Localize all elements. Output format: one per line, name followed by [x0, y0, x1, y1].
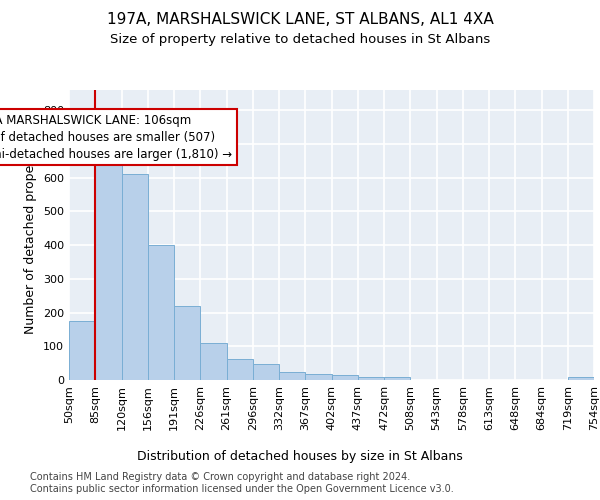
Bar [95, 158, 121, 380]
Bar [384, 378, 410, 380]
Bar [568, 378, 594, 380]
Text: 197A, MARSHALSWICK LANE, ST ALBANS, AL1 4XA: 197A, MARSHALSWICK LANE, ST ALBANS, AL1 … [107, 12, 493, 28]
Bar [174, 306, 200, 380]
Text: 197A MARSHALSWICK LANE: 106sqm
← 22% of detached houses are smaller (507)
78% of: 197A MARSHALSWICK LANE: 106sqm ← 22% of … [0, 114, 232, 160]
Bar [148, 245, 174, 380]
Bar [279, 372, 305, 380]
Bar [331, 375, 358, 380]
Y-axis label: Number of detached properties: Number of detached properties [25, 136, 37, 334]
Text: Contains HM Land Registry data © Crown copyright and database right 2024.
Contai: Contains HM Land Registry data © Crown c… [30, 472, 454, 494]
Bar [253, 364, 279, 380]
Bar [305, 374, 331, 380]
Text: Distribution of detached houses by size in St Albans: Distribution of detached houses by size … [137, 450, 463, 463]
Bar [358, 376, 384, 380]
Text: Size of property relative to detached houses in St Albans: Size of property relative to detached ho… [110, 32, 490, 46]
Bar [69, 321, 95, 380]
Bar [227, 359, 253, 380]
Bar [121, 174, 148, 380]
Bar [200, 343, 227, 380]
